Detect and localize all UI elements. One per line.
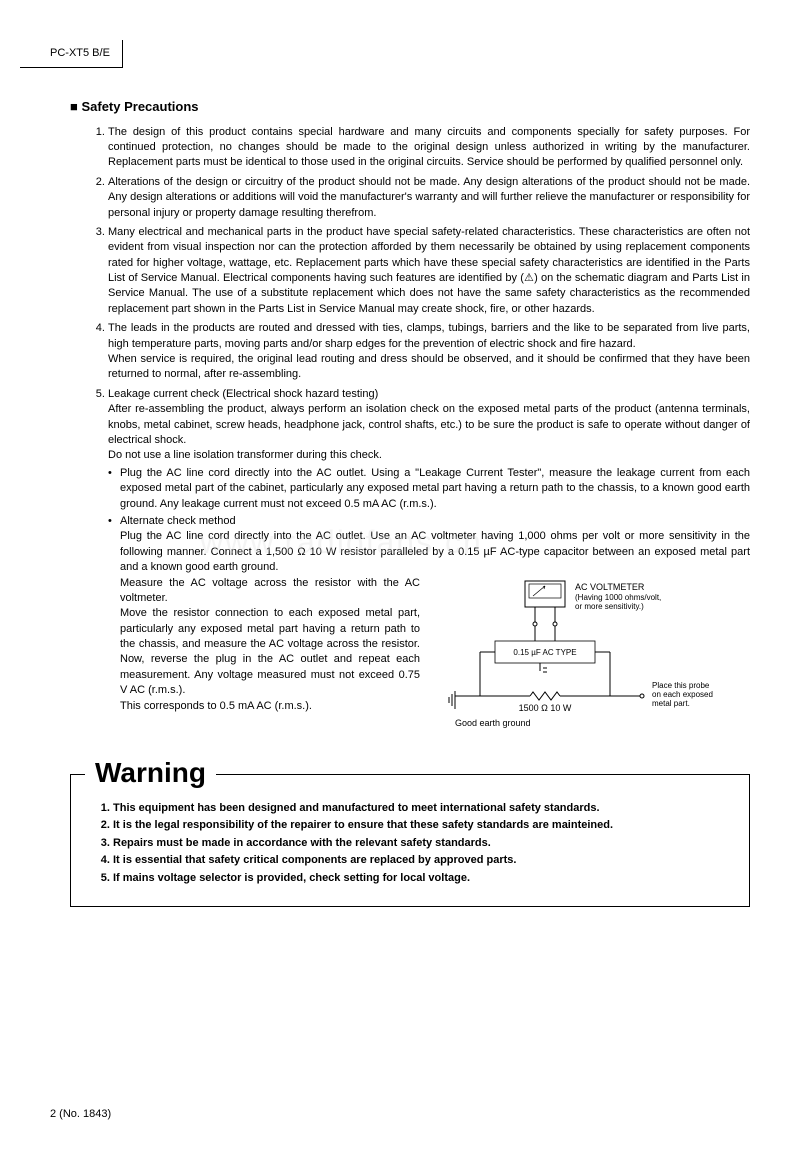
- precaution-item: Many electrical and mechanical parts in …: [108, 225, 750, 317]
- probe-note2: on each exposed: [652, 690, 713, 699]
- probe-note3: metal part.: [652, 699, 690, 708]
- precaution-item: Alterations of the design or circuitry o…: [108, 175, 750, 221]
- precaution-item: The design of this product contains spec…: [108, 125, 750, 171]
- warning-box: Warning This equipment has been designed…: [70, 774, 750, 907]
- warning-item: This equipment has been designed and man…: [113, 801, 725, 816]
- resistor-label: 1500 Ω 10 W: [519, 703, 572, 713]
- bullet-text: Measure the AC voltage across the resist…: [120, 577, 420, 604]
- precaution-text: When service is required, the original l…: [108, 353, 750, 380]
- bullet-text: Plug the AC line cord directly into the …: [120, 530, 750, 573]
- model-label: PC-XT5 B/E: [20, 40, 123, 68]
- bullet-title: Alternate check method: [120, 515, 236, 527]
- precaution-item: The leads in the products are routed and…: [108, 321, 750, 383]
- ground-label: Good earth ground: [455, 718, 531, 728]
- precaution-text: Do not use a line isolation transformer …: [108, 449, 382, 461]
- precaution-text: After re-assembling the product, always …: [108, 403, 750, 446]
- warning-item: If mains voltage selector is provided, c…: [113, 871, 725, 886]
- precaution-item: Leakage current check (Electrical shock …: [108, 387, 750, 714]
- probe-note1: Place this probe: [652, 681, 710, 690]
- warning-item: It is essential that safety critical com…: [113, 853, 725, 868]
- bullet-text: This corresponds to 0.5 mA AC (r.m.s.).: [120, 700, 312, 712]
- warning-item: It is the legal responsibility of the re…: [113, 818, 725, 833]
- warning-title: Warning: [85, 753, 216, 792]
- sub-bullet: Plug the AC line cord directly into the …: [108, 466, 750, 512]
- sub-bullet: Alternate check method Plug the AC line …: [108, 514, 750, 714]
- voltmeter-note1: (Having 1000 ohms/volt,: [575, 593, 661, 602]
- bullet-text: Move the resistor connection to each exp…: [120, 607, 420, 696]
- cap-label: 0.15 µF AC TYPE: [513, 648, 576, 657]
- precaution-text: Leakage current check (Electrical shock …: [108, 388, 378, 400]
- circuit-diagram: AC VOLTMETER (Having 1000 ohms/volt, or …: [440, 576, 760, 741]
- warning-item: Repairs must be made in accordance with …: [113, 836, 725, 851]
- section-heading: Safety Precautions: [70, 98, 750, 116]
- page-footer: 2 (No. 1843): [50, 1107, 750, 1122]
- voltmeter-note2: or more sensitivity.): [575, 602, 644, 611]
- precautions-list: The design of this product contains spec…: [90, 125, 750, 714]
- precaution-text: The leads in the products are routed and…: [108, 322, 750, 349]
- voltmeter-label: AC VOLTMETER: [575, 582, 645, 592]
